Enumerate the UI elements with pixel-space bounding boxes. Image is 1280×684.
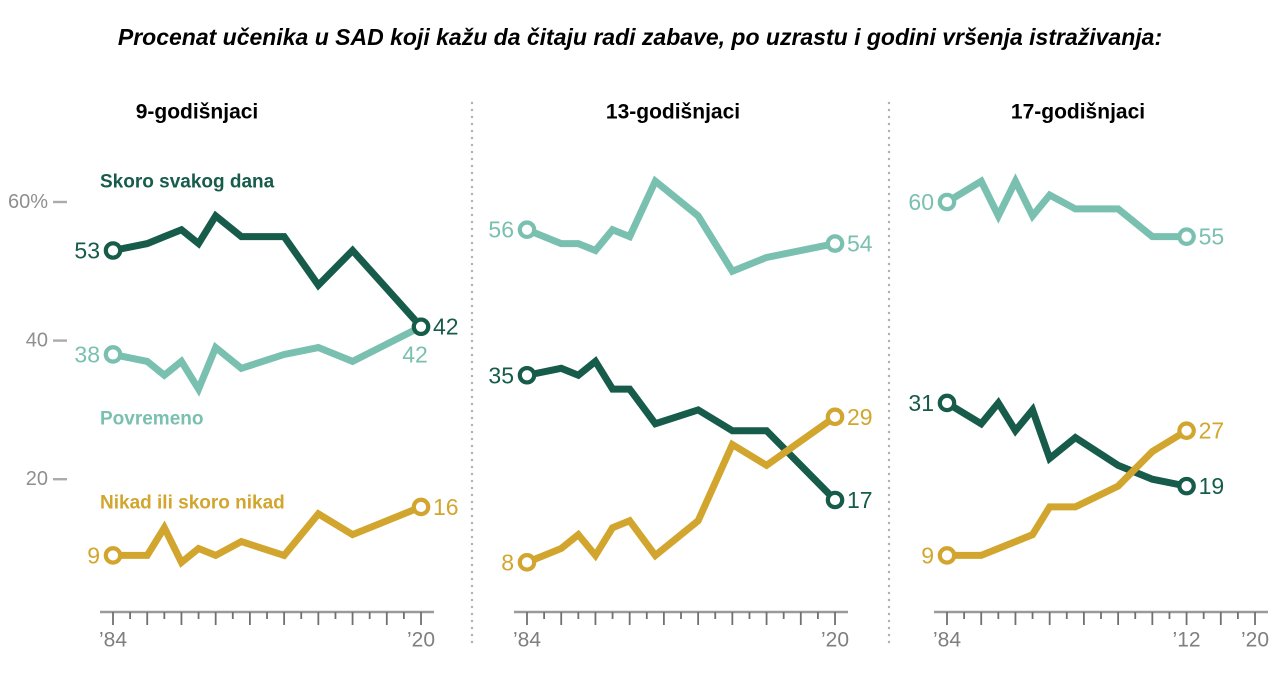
endpoint-marker	[937, 192, 957, 212]
y-axis-label: 40	[26, 330, 48, 352]
end-value-label: 55	[1199, 224, 1225, 250]
series-line-Povremeno	[525, 175, 836, 276]
x-axis-tick-label: ’20	[407, 629, 435, 652]
series-line-Nikad ili skoro nikad	[525, 413, 838, 566]
panel-title: 13-godišnjaci	[606, 101, 740, 124]
endpoint-marker	[937, 393, 957, 413]
chart-title: Procenat učenika u SAD koji kažu da čita…	[117, 24, 1163, 50]
x-axis-tick-label: ’84	[933, 629, 961, 652]
end-value-label: 17	[847, 487, 873, 513]
series-line-Povremeno	[112, 323, 423, 397]
start-value-label: 8	[501, 549, 514, 575]
end-value-label: 54	[847, 231, 873, 257]
series-line-Nikad ili skoro nikad	[113, 503, 423, 568]
endpoint-marker	[103, 345, 123, 364]
x-axis-tick-label: ’12	[1173, 629, 1201, 652]
panel-13-godišnjaci: 13-godišnjaci ’84 ’20 56 54 35 17 8 29	[488, 101, 872, 652]
endpoint-marker	[517, 365, 537, 385]
start-value-label: 38	[74, 341, 100, 367]
endpoint-marker	[825, 490, 845, 510]
legend-label-never: Nikad ili skoro nikad	[100, 493, 285, 514]
end-value-label: 42	[433, 314, 459, 340]
start-value-label: 35	[488, 362, 514, 388]
series-line-Povremeno	[945, 173, 1187, 241]
legend-label-sometimes: Povremeno	[100, 409, 203, 430]
panel-9-godišnjaci: 9-godišnjaci ’84 ’20 38 42 53 42 9 16 Skoro svako…	[74, 101, 458, 652]
endpoint-marker	[1177, 227, 1196, 246]
series-line-Skoro svakog dana	[526, 356, 838, 503]
series-line-Skoro svakog dana	[112, 210, 424, 330]
x-axis-tick-label: ’20	[1241, 629, 1269, 652]
y-axis-label: 20	[26, 468, 48, 490]
x-axis-tick-label: ’84	[99, 629, 127, 652]
start-value-label: 60	[908, 189, 934, 215]
end-value-label: 29	[847, 404, 873, 430]
endpoint-marker	[1177, 421, 1196, 440]
end-value-label: 19	[1199, 473, 1225, 499]
x-axis-tick-label: ’20	[821, 629, 849, 652]
series-line-Skoro svakog dana	[945, 396, 1188, 490]
panel-17-godišnjaci: 17-godišnjaci ’84 ’12 ’20 60 55 31 19 9 27	[908, 101, 1269, 652]
endpoint-marker	[517, 553, 537, 572]
end-value-label: 16	[433, 494, 459, 520]
start-value-label: 53	[74, 238, 100, 264]
endpoint-marker	[103, 241, 123, 260]
endpoint-marker	[103, 546, 123, 565]
endpoint-marker	[411, 497, 431, 517]
panel-title: 9-godišnjaci	[136, 101, 259, 124]
start-value-label: 56	[488, 217, 514, 243]
start-value-label: 9	[921, 542, 934, 568]
y-axis-label: 60%	[8, 191, 48, 213]
endpoint-marker	[825, 234, 845, 253]
end-value-label: 42	[402, 342, 428, 368]
endpoint-marker	[517, 220, 537, 240]
endpoint-marker	[937, 546, 957, 565]
endpoint-marker	[825, 407, 845, 427]
start-value-label: 31	[908, 390, 934, 416]
x-axis-tick-label: ’84	[513, 629, 541, 652]
legend-label-almost_daily: Skoro svakog dana	[100, 172, 275, 193]
panel-title: 17-godišnjaci	[1011, 101, 1145, 124]
series-line-Nikad ili skoro nikad	[947, 427, 1189, 559]
endpoint-marker	[411, 317, 431, 337]
endpoint-marker	[1177, 476, 1196, 496]
start-value-label: 9	[87, 542, 100, 568]
end-value-label: 27	[1199, 418, 1225, 444]
